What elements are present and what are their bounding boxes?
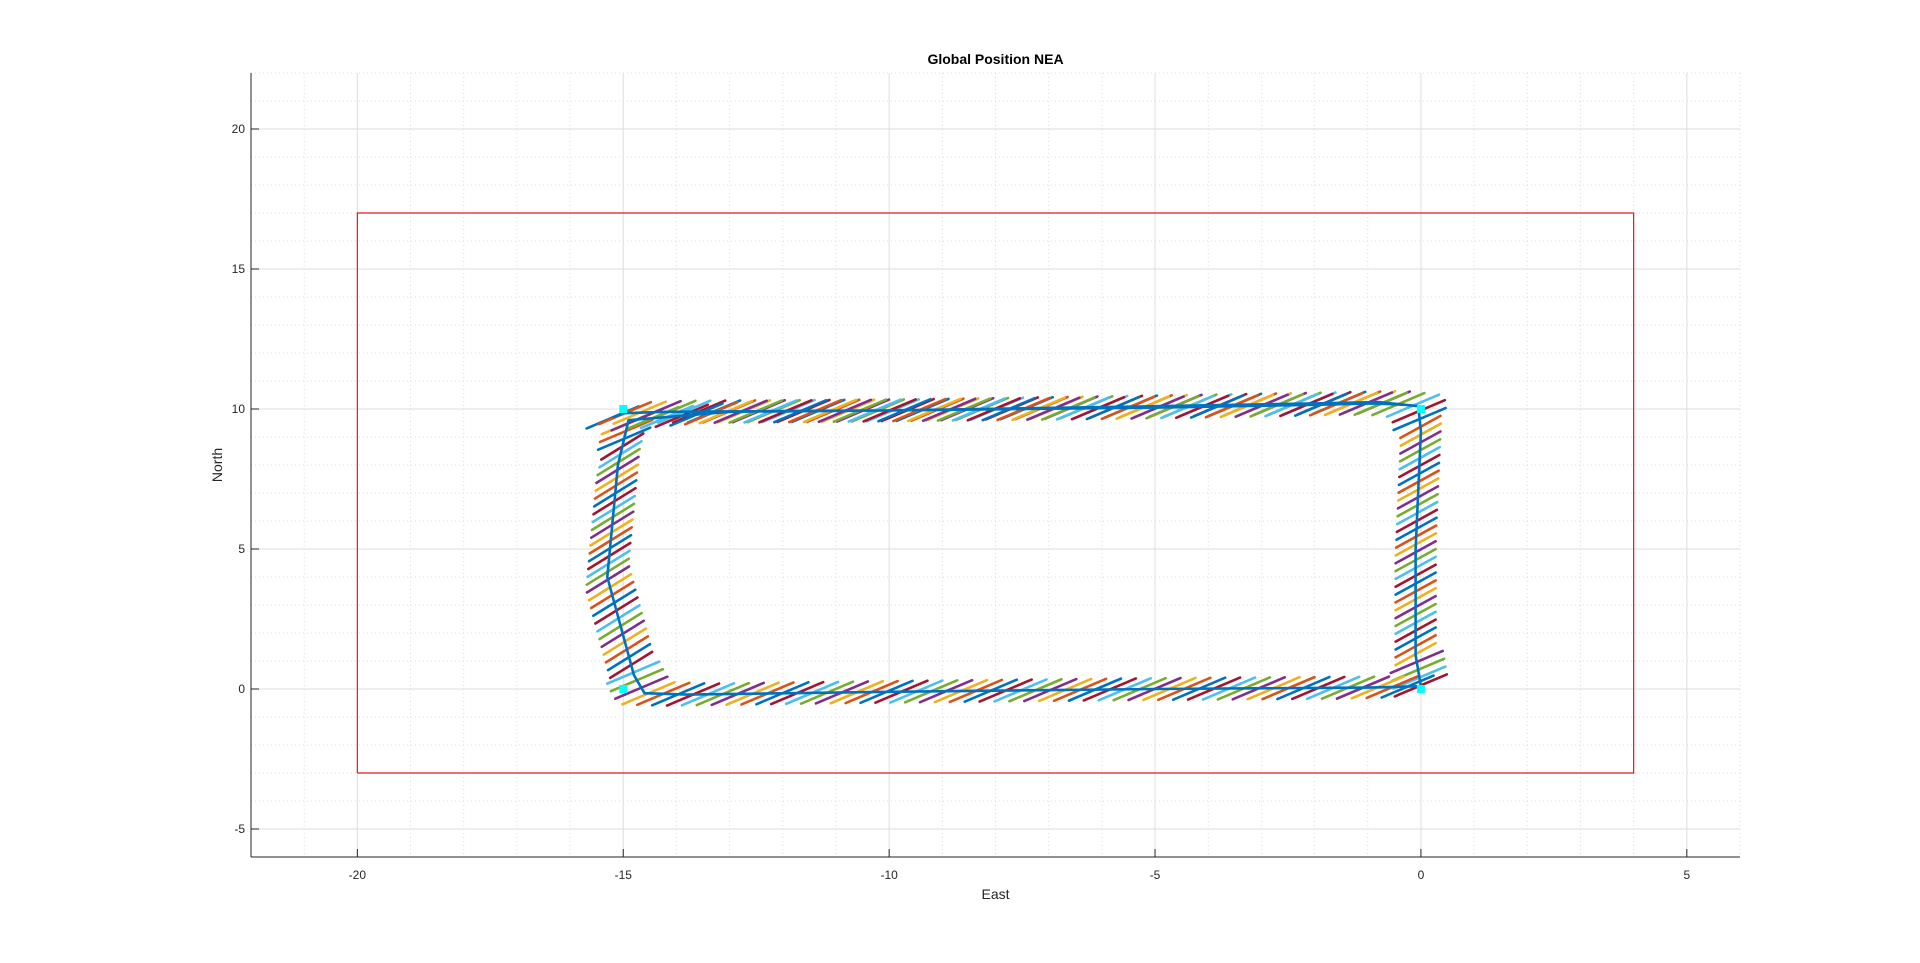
x-tick-label: 5 [1683, 868, 1690, 882]
y-tick-label: 20 [232, 122, 246, 136]
waypoint-marker [619, 405, 628, 413]
axes-lines [250, 73, 1740, 858]
y-tick-label: 0 [238, 682, 245, 696]
chart-title: Global Position NEA [927, 51, 1063, 67]
waypoint-layer [619, 405, 1425, 693]
y-axis-label: North [209, 448, 225, 482]
y-tick-label: -5 [234, 822, 245, 836]
x-axis-label: East [981, 886, 1009, 902]
y-tick-label: 5 [238, 542, 245, 556]
x-tick-label: 0 [1418, 868, 1425, 882]
trajectory-line [605, 400, 1423, 696]
waypoint-marker [619, 685, 628, 693]
tick-labels: -20 -15 -10 -5 0 5 -5 0 5 10 15 20 [232, 122, 1691, 882]
x-tick-label: -20 [349, 868, 367, 882]
boundary-rectangle [356, 212, 1635, 774]
tick-marks [251, 128, 1688, 857]
x-tick-label: -5 [1150, 868, 1161, 882]
y-tick-label: 15 [232, 262, 246, 276]
boundary-layer [356, 212, 1635, 774]
y-tick-label: 10 [232, 402, 246, 416]
waypoint-marker [1416, 685, 1425, 693]
trajectory-layer [605, 400, 1423, 696]
x-tick-label: -10 [880, 868, 898, 882]
x-tick-label: -15 [615, 868, 633, 882]
waypoint-marker [1416, 405, 1425, 413]
